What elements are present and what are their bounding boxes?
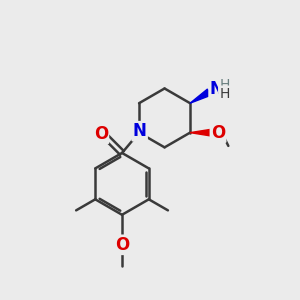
Text: O: O <box>115 236 129 254</box>
Polygon shape <box>190 89 211 103</box>
Text: H: H <box>219 87 230 100</box>
Text: N: N <box>210 80 224 98</box>
Text: N: N <box>133 122 147 140</box>
Text: O: O <box>94 125 108 143</box>
Polygon shape <box>190 129 212 136</box>
Text: O: O <box>211 124 225 142</box>
Text: H: H <box>219 78 230 92</box>
